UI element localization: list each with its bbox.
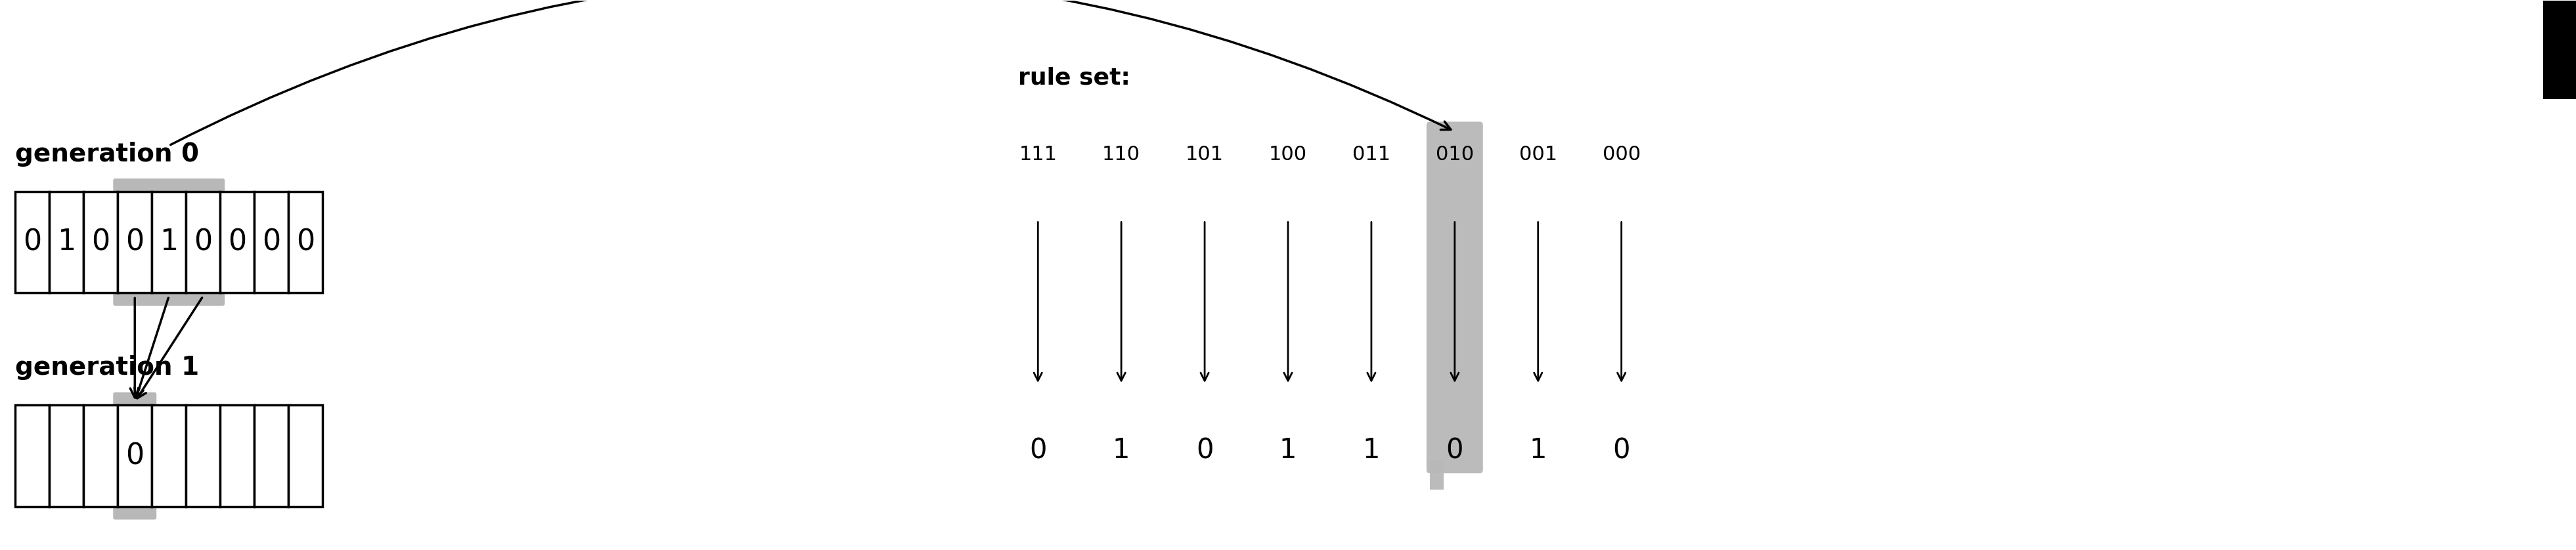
Bar (289, 191, 322, 293)
Text: 0: 0 (126, 442, 144, 470)
Text: 0: 0 (263, 228, 281, 256)
Bar (219, 405, 255, 507)
Text: 1: 1 (1530, 437, 1546, 464)
Text: 0: 0 (1445, 437, 1463, 464)
Bar (118, 405, 152, 507)
Text: 1: 1 (1278, 437, 1296, 464)
Bar (82, 191, 118, 293)
FancyArrowPatch shape (170, 0, 1450, 145)
Text: 1: 1 (1113, 437, 1131, 464)
Bar (49, 191, 82, 293)
Text: 0: 0 (193, 228, 211, 256)
Bar (15, 405, 49, 507)
Text: 011: 011 (1352, 145, 1391, 164)
Bar (219, 191, 255, 293)
Bar (49, 405, 82, 507)
Text: 0: 0 (23, 228, 41, 256)
Text: 1: 1 (160, 228, 178, 256)
Bar (82, 405, 118, 507)
Bar (255, 191, 289, 293)
Bar (152, 191, 185, 293)
Bar (118, 191, 152, 293)
Text: 0: 0 (1028, 437, 1046, 464)
Text: generation 0: generation 0 (15, 141, 198, 167)
Text: 1: 1 (1363, 437, 1381, 464)
Text: 100: 100 (1267, 145, 1306, 164)
Bar (255, 405, 289, 507)
Bar (15, 191, 49, 293)
Text: 1: 1 (57, 228, 75, 256)
Text: 001: 001 (1520, 145, 1556, 164)
Text: 000: 000 (1602, 145, 1641, 164)
Text: 0: 0 (90, 228, 111, 256)
FancyBboxPatch shape (113, 179, 224, 306)
Text: 0: 0 (126, 228, 144, 256)
FancyBboxPatch shape (113, 392, 157, 520)
Bar (185, 191, 219, 293)
Text: 101: 101 (1185, 145, 1224, 164)
Text: 0: 0 (1195, 437, 1213, 464)
Bar (185, 405, 219, 507)
Text: 111: 111 (1018, 145, 1056, 164)
Text: 0: 0 (296, 228, 314, 256)
Text: rule set:: rule set: (1018, 67, 1131, 89)
Text: 110: 110 (1103, 145, 1141, 164)
Text: 010: 010 (1435, 145, 1473, 164)
Text: generation 1: generation 1 (15, 355, 198, 381)
Bar (152, 405, 185, 507)
Bar (2543, 1, 2576, 99)
Text: 0: 0 (1613, 437, 1631, 464)
FancyBboxPatch shape (1427, 122, 1484, 474)
FancyBboxPatch shape (1430, 460, 1443, 489)
Text: 0: 0 (227, 228, 247, 256)
Bar (289, 405, 322, 507)
